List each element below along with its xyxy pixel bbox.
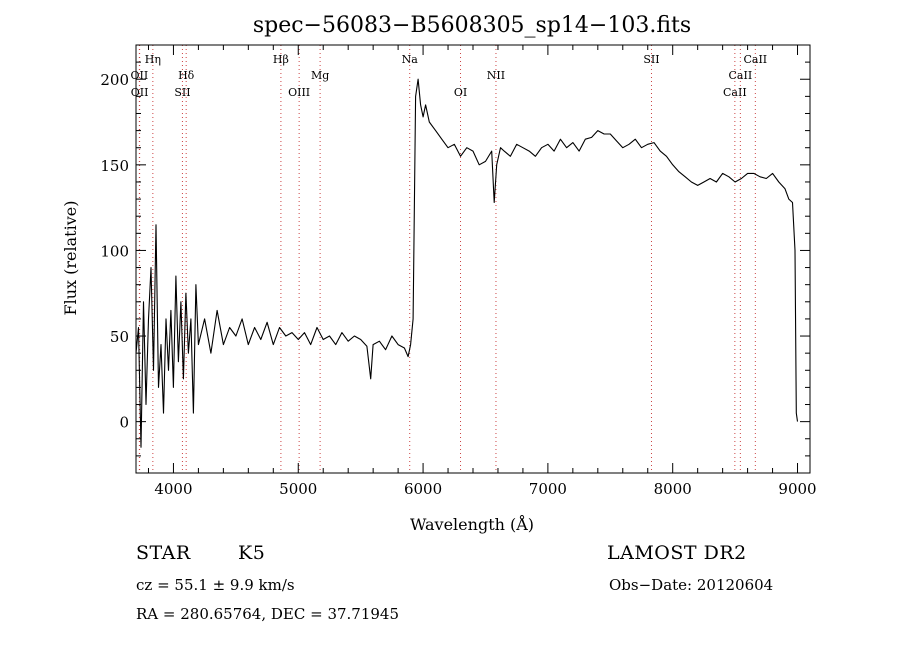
coordinates: RA = 280.65764, DEC = 37.71945 xyxy=(136,605,400,623)
line-label: OII xyxy=(131,69,149,82)
y-tick-label: 0 xyxy=(119,414,129,432)
y-tick-label: 100 xyxy=(100,242,129,260)
y-axis-label: Flux (relative) xyxy=(61,201,80,316)
line-label: OIII xyxy=(288,86,310,99)
obs-date: Obs−Date: 20120604 xyxy=(609,576,774,594)
line-label: Hη xyxy=(145,53,161,66)
line-label: SII xyxy=(643,53,659,66)
line-label: Mg xyxy=(311,69,329,82)
line-label: Na xyxy=(402,53,419,66)
redshift-info: cz = 55.1 ± 9.9 km/s xyxy=(136,576,295,594)
x-axis-label: Wavelength (Å) xyxy=(410,514,534,534)
line-label: Hδ xyxy=(178,69,195,82)
line-markers xyxy=(138,45,756,473)
line-label: NII xyxy=(487,69,505,82)
x-tick-label: 4000 xyxy=(154,480,192,498)
object-subclass: K5 xyxy=(238,542,266,564)
object-class: STAR xyxy=(136,542,191,564)
line-label: SII xyxy=(174,86,190,99)
chart-title: spec−56083−B5608305_sp14−103.fits xyxy=(253,13,691,38)
line-label: Hβ xyxy=(273,53,289,66)
line-label: CaII xyxy=(743,53,767,66)
x-tick-label: 5000 xyxy=(279,480,317,498)
x-tick-label: 8000 xyxy=(654,480,692,498)
series-layer xyxy=(135,78,799,448)
y-tick-label: 50 xyxy=(110,328,129,346)
line-label: OII xyxy=(131,86,149,99)
survey-name: LAMOST DR2 xyxy=(607,542,747,564)
spectrum-series xyxy=(135,78,799,448)
line-label: OI xyxy=(454,86,467,99)
plot-frame xyxy=(135,44,811,474)
y-tick-label: 200 xyxy=(100,71,129,89)
y-tick-label: 150 xyxy=(100,157,129,175)
x-tick-label: 9000 xyxy=(778,480,816,498)
axes: 4000 5000 6000 7000 8000 9000 0 50 100 150 200 xyxy=(100,44,817,498)
line-label: CaII xyxy=(729,69,753,82)
x-tick-label: 6000 xyxy=(404,480,442,498)
line-label: CaII xyxy=(723,86,747,99)
x-tick-label: 7000 xyxy=(529,480,567,498)
